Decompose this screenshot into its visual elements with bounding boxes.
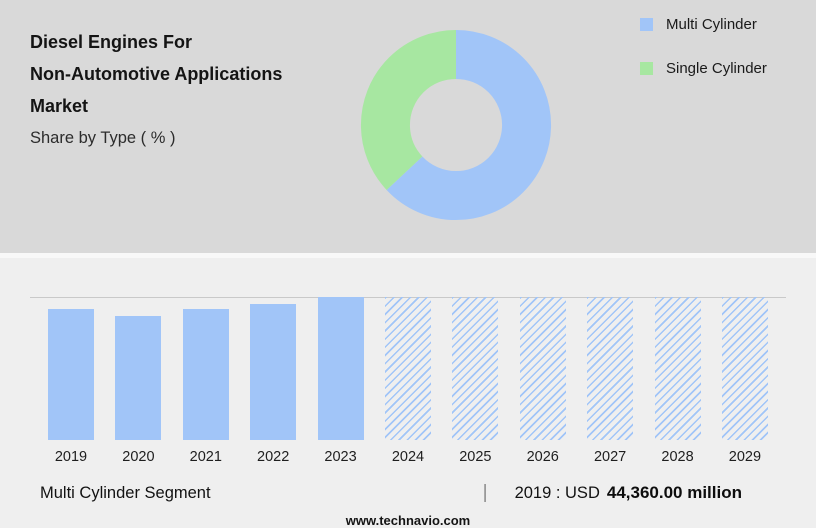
bar-2023 [317,297,364,440]
donut-chart [358,27,554,223]
bar-chart-plot [30,297,786,440]
x-axis-label-2020: 2020 [122,449,155,465]
legend-swatch-icon [640,62,653,75]
bar-2021 [182,309,229,440]
x-axis-label-2022: 2022 [257,449,290,465]
stat-prefix: 2019 : USD [514,483,600,502]
legend-label: Single Cylinder [666,60,767,77]
donut-chart-svg [360,29,552,221]
bar-chart: 2019 2020 2021 2022 2023 2024 2025 2026 2027 2028… [30,297,786,465]
page-title-line-1: Diesel Engines For [30,32,193,52]
bar-2022 [250,304,297,440]
bar-2026 [519,297,566,440]
bar-2019 [48,309,94,440]
chart-subtitle: Share by Type ( % ) [30,129,176,147]
x-axis-label-2021: 2021 [189,449,222,465]
x-axis-label-2019: 2019 [54,449,88,465]
legend-swatch-icon [640,18,653,31]
x-axis-label-2028: 2028 [661,449,694,465]
legend-item-single-cylinder: Single Cylinder [640,60,767,77]
header-section: Diesel Engines For Non-Automotive Applic… [0,0,816,253]
x-axis-label-2027: 2027 [593,449,627,465]
pie-legend: Multi Cylinder Single Cylinder [640,16,767,104]
bar-chart-x-axis: 2019 2020 2021 2022 2023 2024 2025 2026 2027 2028… [30,449,786,465]
bar-2029 [721,297,768,440]
stat-value: 44,360.00 million [606,483,742,502]
legend-item-multi-cylinder: Multi Cylinder [640,16,767,33]
separator-bar: | [482,482,488,503]
legend-label: Multi Cylinder [666,16,757,33]
x-axis-label-2029: 2029 [728,449,762,465]
website-url: www.technavio.com [345,513,471,528]
bar-2027 [587,297,634,440]
title-block: Diesel Engines For Non-Automotive Applic… [30,0,332,153]
x-axis-label-2024: 2024 [391,449,425,465]
x-axis-label-2026: 2026 [526,449,559,465]
page-title-line-2: Non-Automotive Applications [30,64,283,84]
donut-slice-single-cylinder [360,29,552,221]
x-axis-label-2023: 2023 [324,449,357,465]
footnote-stat-group: | 2019 : USD 44,360.00 million [483,482,742,504]
bar-2020 [115,316,162,440]
bar-2028 [654,297,701,440]
bar-2025 [452,297,499,440]
x-axis-label-2025: 2025 [459,449,492,465]
bar-2024 [384,297,431,440]
page-title-line-3: Market [30,96,89,116]
bar-chart-section: 2019 2020 2021 2022 2023 2024 2025 2026 2027 2028… [0,258,816,528]
section-divider [0,253,816,258]
footnote-row: Multi Cylinder Segment | 2019 : USD 44,3… [40,482,742,504]
segment-label: Multi Cylinder Segment [40,483,211,502]
